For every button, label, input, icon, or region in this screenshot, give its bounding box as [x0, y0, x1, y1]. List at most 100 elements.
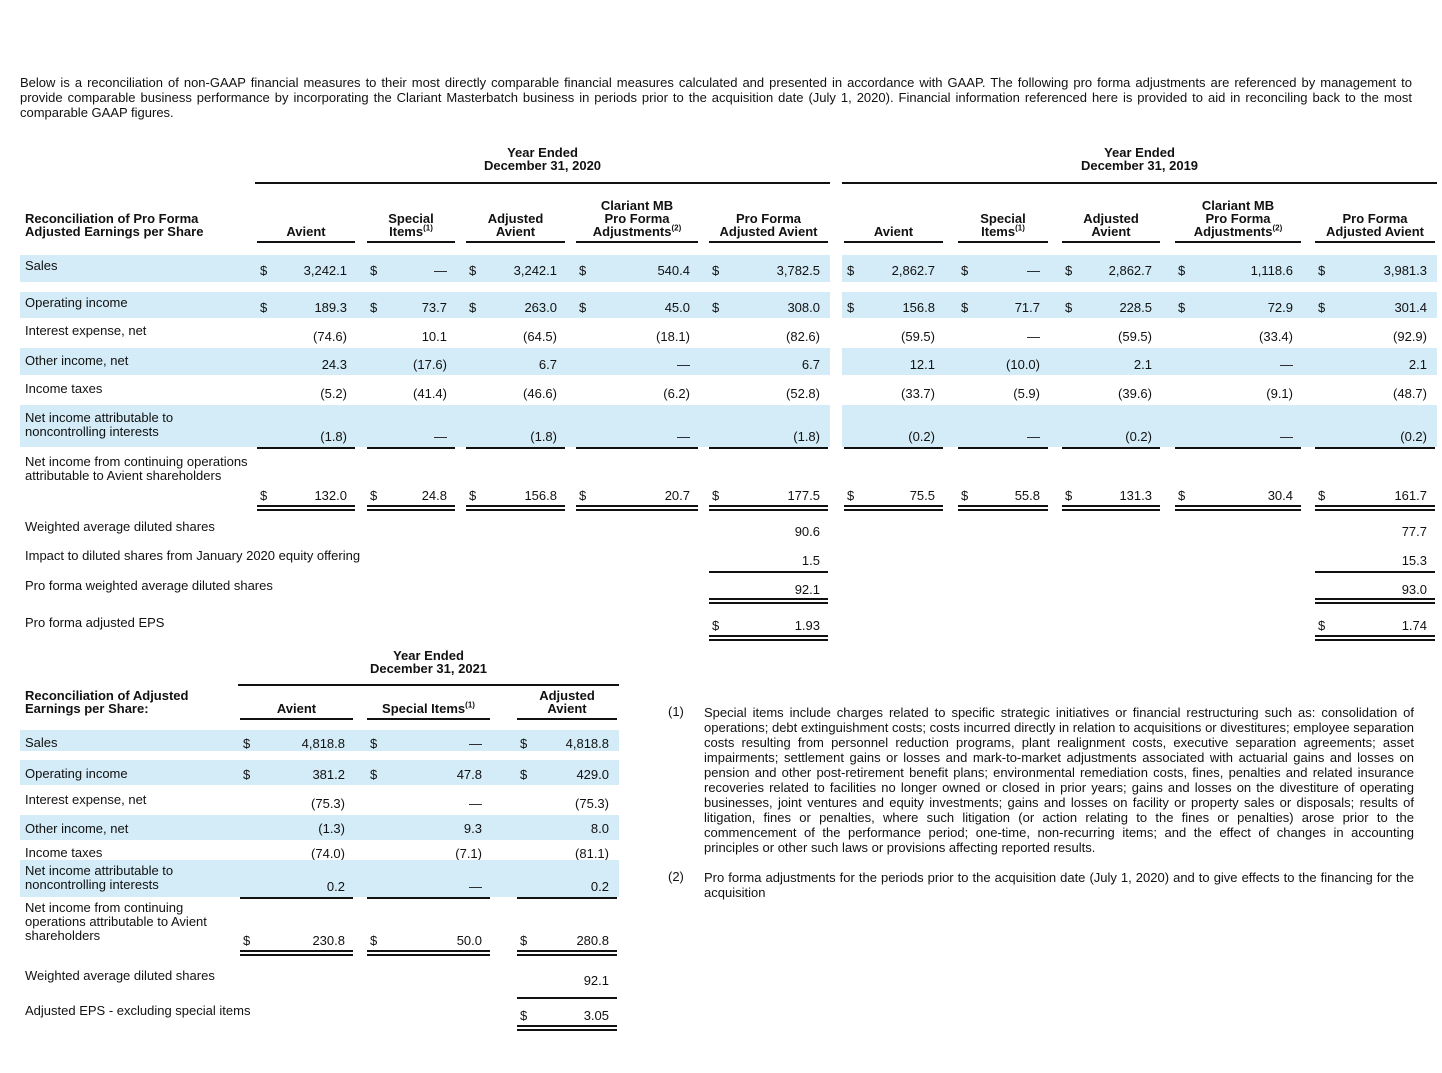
cell-value: 161.7	[1394, 488, 1427, 503]
column-note: (1)	[465, 700, 475, 710]
cell-value: 2.1	[1408, 357, 1427, 372]
cell-value: (75.3)	[575, 796, 609, 811]
row-shade	[20, 292, 830, 318]
period-title: Year Ended	[1104, 145, 1175, 160]
column-header-text: Avient	[1091, 224, 1131, 239]
currency-symbol: $	[1318, 263, 1326, 278]
cell-value: 1.93	[794, 618, 820, 633]
currency-symbol: $	[847, 263, 855, 278]
currency-symbol: $	[370, 736, 378, 751]
cell-value: 72.9	[1267, 300, 1293, 315]
row-label: Interest expense, net	[25, 323, 147, 338]
currency-symbol: $	[847, 300, 855, 315]
cell-value: 9.3	[463, 821, 482, 836]
row-label: attributable to Avient shareholders	[25, 468, 222, 483]
currency-symbol: $	[1318, 488, 1326, 503]
column-rule	[240, 718, 353, 720]
row-shade	[842, 348, 1437, 375]
cell-value: (92.9)	[1393, 329, 1427, 344]
column-header-text: Special Items	[382, 701, 466, 716]
row-shade	[20, 348, 830, 375]
column-rule	[709, 241, 828, 243]
currency-symbol: $	[370, 263, 378, 278]
column-header-text: Items	[389, 224, 424, 239]
row-label: Net income from continuing operations	[25, 454, 248, 469]
cell-rule	[517, 950, 617, 952]
row-label: Sales	[25, 258, 58, 273]
row-label: Sales	[25, 735, 58, 750]
cell-value: —	[1280, 429, 1293, 444]
cell-value: (1.8)	[793, 429, 820, 444]
column-header: Special Items(1)	[365, 700, 492, 716]
column-header-text: Avient	[276, 701, 317, 716]
column-header-text: Adjustments	[592, 224, 672, 239]
cell-value: 92.1	[794, 582, 820, 597]
cell-value: (1.8)	[320, 429, 347, 444]
row-label: Pro forma weighted average diluted share…	[25, 578, 273, 593]
cell-rule	[240, 897, 353, 899]
cell-rule	[257, 509, 355, 511]
row-shade	[20, 815, 619, 840]
cell-rule	[844, 447, 943, 449]
cell-rule	[1175, 505, 1301, 507]
row-label: Weighted average diluted shares	[25, 519, 215, 534]
column-header-text: Adjusted Avient	[1326, 224, 1424, 239]
cell-value: (5.9)	[1013, 386, 1040, 401]
period-rule	[255, 182, 830, 184]
column-header-text: Adjustments	[1193, 224, 1273, 239]
cell-rule	[576, 447, 698, 449]
row-shade	[842, 255, 1437, 282]
currency-symbol: $	[469, 300, 477, 315]
cell-value: 20.7	[664, 488, 690, 503]
cell-value: 24.3	[321, 357, 347, 372]
column-note: (2)	[671, 223, 682, 233]
cell-rule	[466, 505, 565, 507]
row-label: Interest expense, net	[25, 792, 147, 807]
cell-value: —	[434, 429, 447, 444]
row-shade	[842, 292, 1437, 318]
column-header-text: Pro Forma	[604, 211, 670, 226]
row-label: Impact to diluted shares from January 20…	[25, 548, 361, 563]
cell-value: (33.4)	[1259, 329, 1293, 344]
column-header: Avient	[464, 225, 567, 239]
currency-symbol: $	[260, 488, 268, 503]
cell-value: (59.5)	[901, 329, 935, 344]
row-label: Net income from continuing	[25, 900, 184, 915]
column-header: Clariant MB	[574, 199, 700, 213]
column-rule	[1315, 241, 1435, 243]
footnote-marker: (1)	[668, 704, 684, 719]
cell-rule	[1315, 639, 1435, 641]
cell-value: 90.6	[794, 524, 820, 539]
column-header: Adjustments(2)	[1173, 224, 1303, 239]
row-header: Reconciliation of Pro Forma	[25, 211, 199, 226]
cell-value: (10.0)	[1006, 357, 1040, 372]
column-header: Adjusted Avient	[707, 225, 830, 239]
column-header: Pro Forma	[1313, 212, 1437, 226]
currency-symbol: $	[961, 488, 969, 503]
column-header: Special	[956, 212, 1050, 226]
cell-rule	[367, 954, 490, 956]
column-header-text: Adjusted Avient	[719, 224, 818, 239]
cell-value: (74.6)	[313, 329, 347, 344]
cell-value: 308.0	[787, 300, 820, 315]
cell-rule	[844, 509, 943, 511]
cell-rule	[958, 447, 1048, 449]
column-header: Pro Forma	[707, 212, 830, 226]
cell-rule	[367, 509, 455, 511]
cell-value: (33.7)	[901, 386, 935, 401]
column-header: Avient	[1060, 225, 1162, 239]
cell-value: 24.8	[421, 488, 447, 503]
cell-value: 0.2	[590, 879, 609, 894]
column-header: Avient	[515, 702, 619, 716]
currency-symbol: $	[243, 736, 251, 751]
cell-value: (0.2)	[908, 429, 935, 444]
cell-value: —	[469, 796, 482, 811]
row-label: Income taxes	[25, 845, 103, 860]
column-rule	[1062, 241, 1160, 243]
column-rule	[257, 241, 355, 243]
currency-symbol: $	[520, 933, 528, 948]
cell-rule	[958, 505, 1048, 507]
column-header: Adjustments(2)	[574, 223, 700, 239]
row-shade	[20, 860, 619, 897]
